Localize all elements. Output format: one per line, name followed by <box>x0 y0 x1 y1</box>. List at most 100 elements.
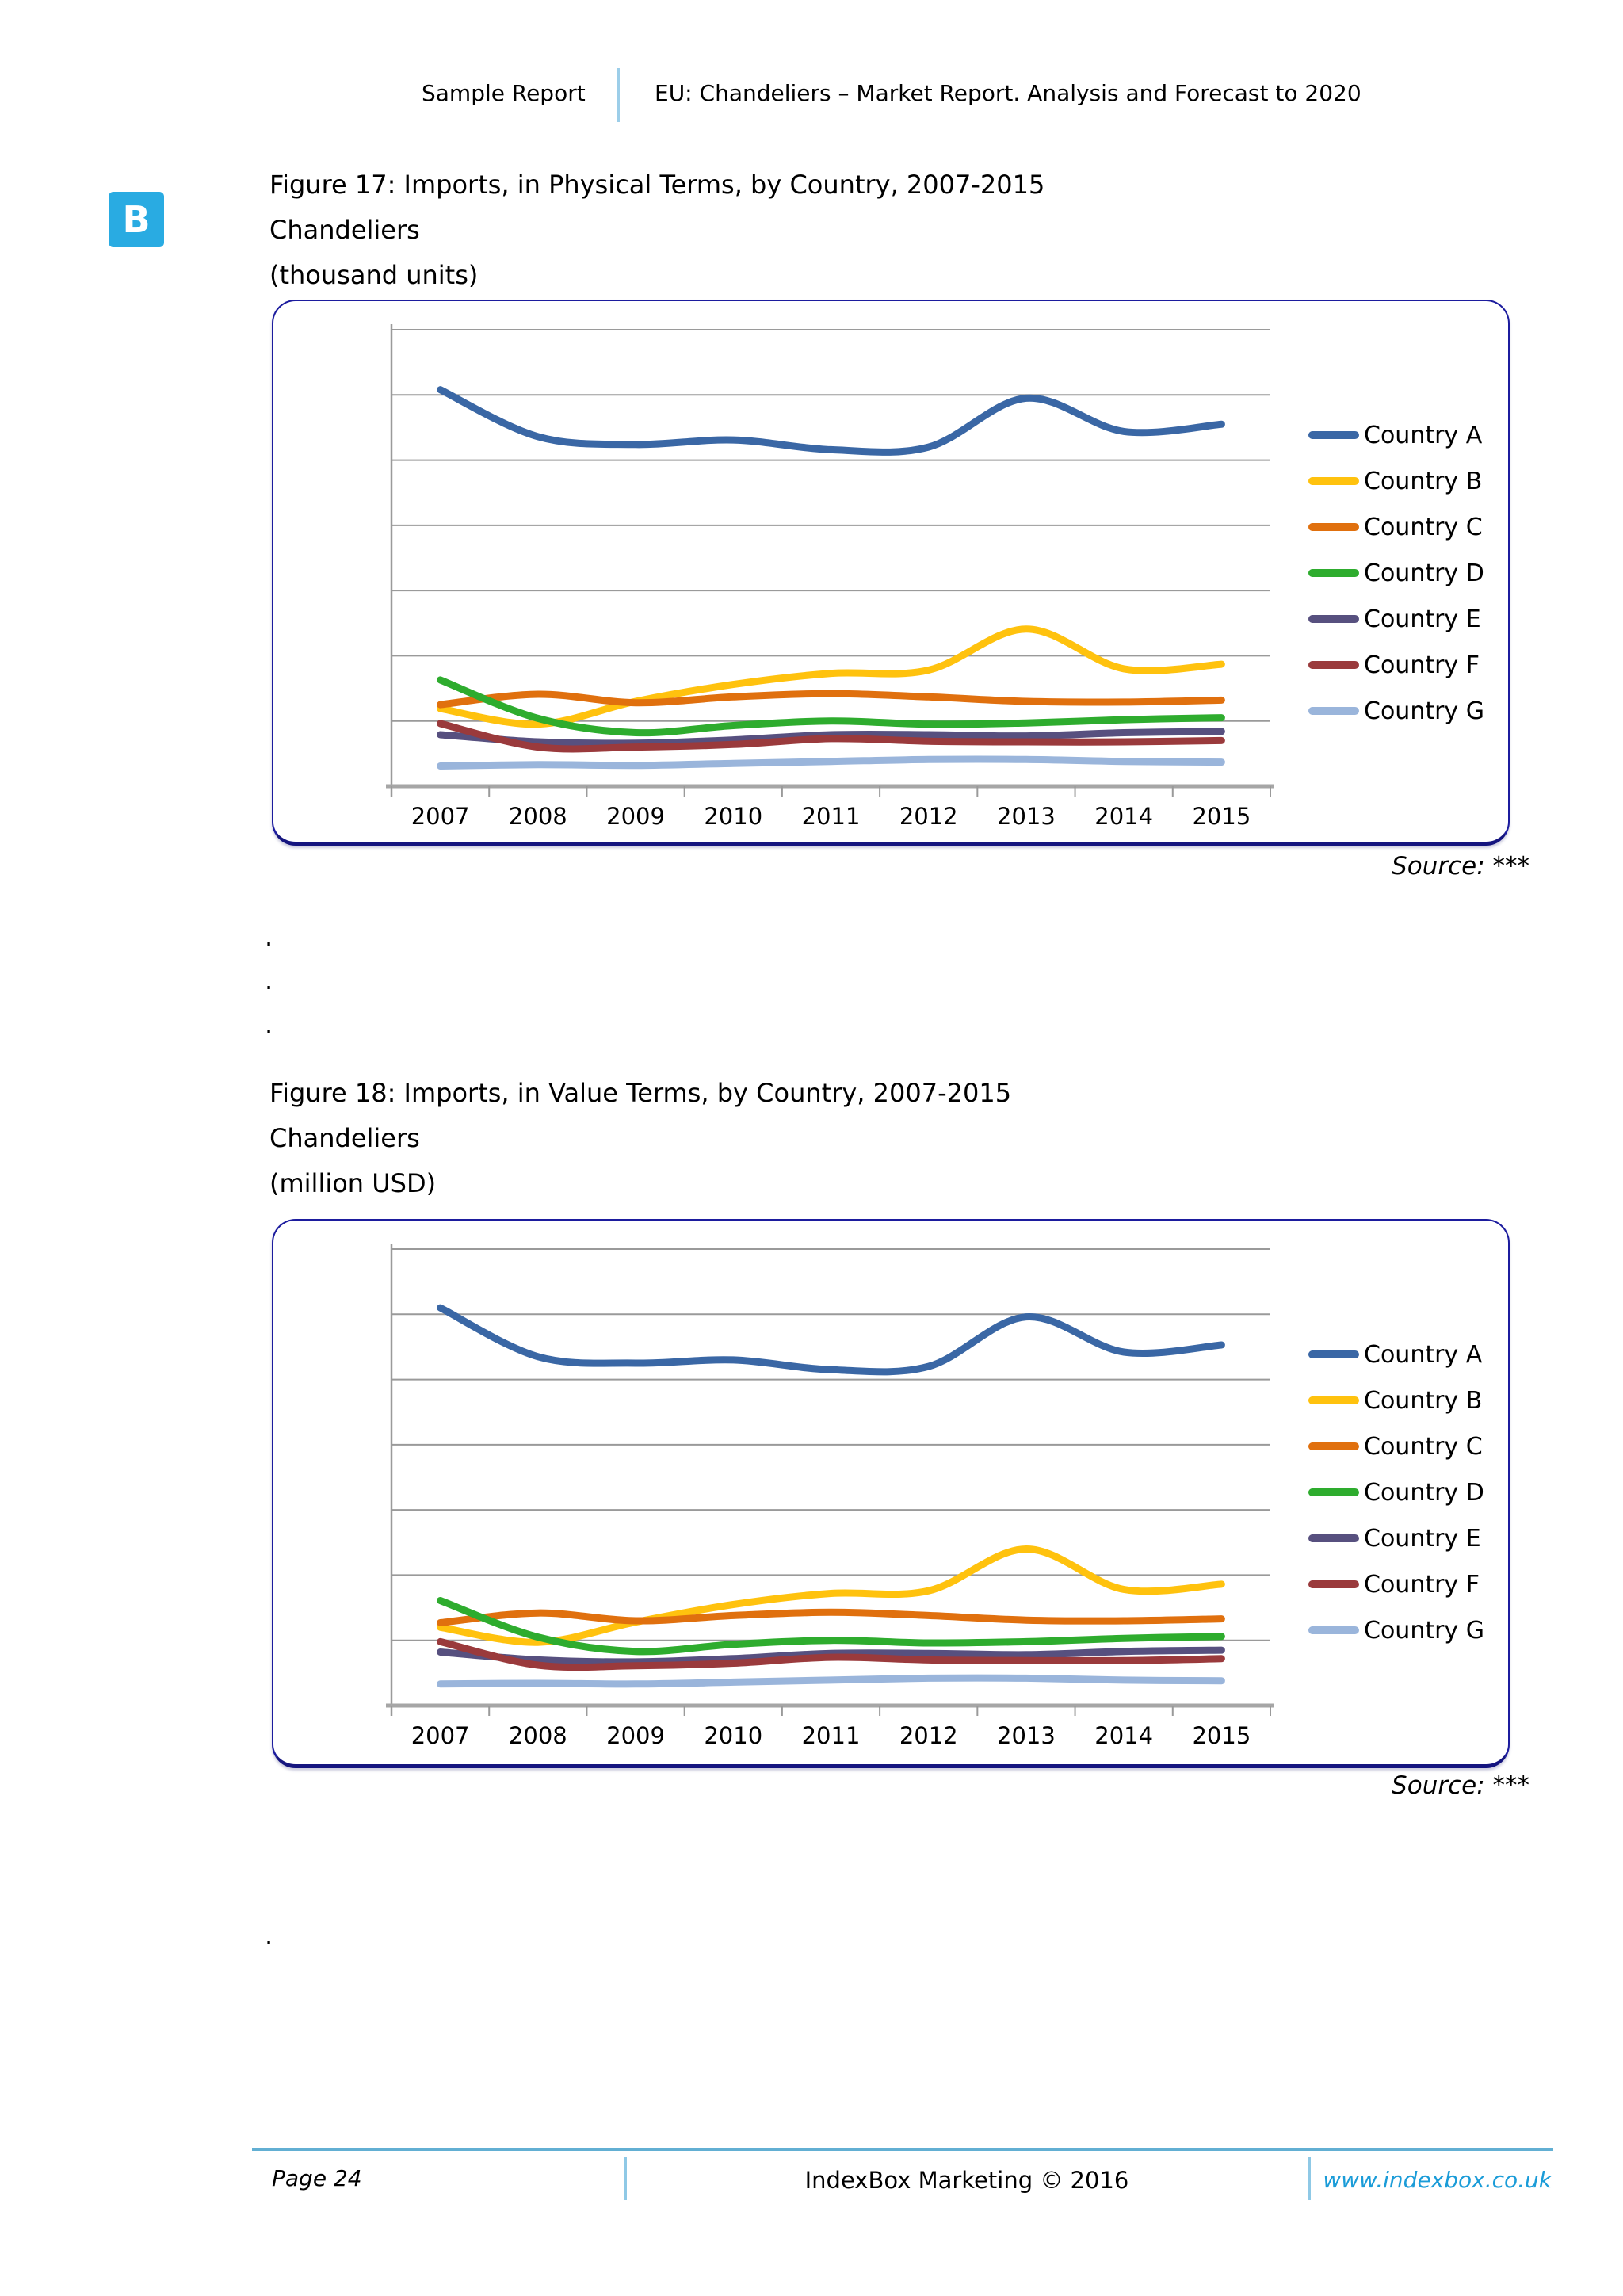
legend-item: Country E <box>1308 1515 1484 1561</box>
legend-item: Country F <box>1308 642 1484 688</box>
legend-item: Country C <box>1308 504 1484 550</box>
legend-swatch <box>1308 1626 1359 1634</box>
legend-swatch <box>1308 1534 1359 1542</box>
legend-swatch <box>1308 1580 1359 1588</box>
legend-swatch <box>1308 661 1359 669</box>
legend-swatch <box>1308 1396 1359 1404</box>
legend-item: Country G <box>1308 1607 1484 1653</box>
figure-17-legend: Country A Country B Country C Country D Coun… <box>1308 412 1484 734</box>
figure-17-product: Chandeliers <box>269 215 420 245</box>
figure-17-unit: (thousand units) <box>269 260 479 290</box>
series-line-country-g <box>437 1674 1225 1688</box>
figure-17-source: Source: *** <box>1392 852 1529 881</box>
legend-item: Country B <box>1308 1377 1484 1423</box>
figure-18-chart-box: 2007 2008 2009 2010 2011 2012 2013 2014 2015 Cou… <box>272 1219 1510 1768</box>
figure-17-title: Figure 17: Imports, in Physical Terms, b… <box>269 170 1045 200</box>
legend-swatch <box>1308 1488 1359 1496</box>
x-tick-label: 2008 <box>509 1722 567 1749</box>
placeholder-dots: . . . <box>265 915 273 1046</box>
legend-item: Country A <box>1308 1331 1484 1377</box>
legend-label: Country D <box>1364 1478 1484 1507</box>
placeholder-dot: . <box>265 922 273 952</box>
figure-18-legend: Country A Country B Country C Country D Coun… <box>1308 1331 1484 1653</box>
legend-label: Country B <box>1364 467 1483 495</box>
header-separator <box>617 68 620 122</box>
legend-label: Country D <box>1364 559 1484 587</box>
legend-item: Country C <box>1308 1423 1484 1469</box>
legend-swatch <box>1308 615 1359 623</box>
x-tick-label: 2009 <box>606 803 665 830</box>
legend-label: Country F <box>1364 651 1480 679</box>
x-tick-label: 2012 <box>899 1722 958 1749</box>
legend-label: Country G <box>1364 697 1484 725</box>
footer-separator-right <box>1308 2157 1311 2200</box>
x-tick-label: 2015 <box>1192 1722 1251 1749</box>
series-line-country-f <box>437 720 1225 753</box>
x-tick-label: 2012 <box>899 803 958 830</box>
legend-item: Country A <box>1308 412 1484 458</box>
x-tick-label: 2009 <box>606 1722 665 1749</box>
series-line-country-c <box>437 690 1225 709</box>
footer-website-link[interactable]: www.indexbox.co.uk <box>1323 2167 1552 2193</box>
legend-swatch <box>1308 523 1359 531</box>
x-tick-label: 2013 <box>997 803 1056 830</box>
figure-18-line-chart: 2007 2008 2009 2010 2011 2012 2013 2014 2015 <box>386 1244 1274 1749</box>
legend-label: Country A <box>1364 421 1483 449</box>
legend-swatch <box>1308 569 1359 577</box>
x-tick-label: 2014 <box>1094 803 1153 830</box>
footer-rule <box>252 2148 1553 2151</box>
figure-18-unit: (million USD) <box>269 1168 437 1198</box>
legend-item: Country G <box>1308 688 1484 734</box>
legend-label: Country B <box>1364 1386 1483 1415</box>
x-tick-label: 2011 <box>802 803 861 830</box>
brand-logo-letter: B <box>122 198 151 241</box>
x-tick-label: 2008 <box>509 803 567 830</box>
placeholder-dot: . <box>265 965 273 995</box>
x-tick-label: 2007 <box>411 1722 470 1749</box>
footer-copyright: IndexBox Marketing © 2016 <box>804 2167 1129 2194</box>
x-tick-label: 2013 <box>997 1722 1056 1749</box>
legend-item: Country B <box>1308 458 1484 504</box>
legend-label: Country A <box>1364 1340 1483 1369</box>
legend-item: Country D <box>1308 1469 1484 1515</box>
header-left-label: Sample Report <box>422 80 586 106</box>
x-tick-label: 2010 <box>704 803 762 830</box>
legend-label: Country F <box>1364 1570 1480 1599</box>
x-tick-label: 2015 <box>1192 803 1251 830</box>
x-tick-label: 2014 <box>1094 1722 1153 1749</box>
placeholder-dot: . <box>265 1009 273 1039</box>
x-tick-label: 2010 <box>704 1722 762 1749</box>
x-tick-label: 2011 <box>802 1722 861 1749</box>
figure-18-source: Source: *** <box>1392 1771 1529 1800</box>
legend-item: Country D <box>1308 550 1484 596</box>
legend-label: Country E <box>1364 605 1481 633</box>
placeholder-dot: . <box>265 1920 273 1950</box>
series-line-country-d <box>437 1597 1225 1656</box>
legend-swatch <box>1308 477 1359 485</box>
footer-page-number: Page 24 <box>272 2165 362 2191</box>
figure-18-heading: Figure 18: Imports, in Value Terms, by C… <box>269 1071 1011 1206</box>
figure-17-heading: Figure 17: Imports, in Physical Terms, b… <box>269 162 1044 298</box>
series-line-country-e <box>437 1646 1225 1666</box>
series-line-country-g <box>437 755 1225 770</box>
legend-label: Country E <box>1364 1524 1481 1553</box>
legend-label: Country G <box>1364 1616 1484 1645</box>
legend-swatch <box>1308 707 1359 715</box>
series-line-country-c <box>437 1608 1225 1626</box>
legend-swatch <box>1308 431 1359 439</box>
series-line-country-a <box>437 1304 1225 1376</box>
figure-18-title: Figure 18: Imports, in Value Terms, by C… <box>269 1078 1012 1108</box>
legend-label: Country C <box>1364 513 1483 541</box>
series-line-country-d <box>437 676 1225 737</box>
series-line-country-b <box>437 625 1225 728</box>
series-line-country-b <box>437 1545 1225 1646</box>
legend-item: Country F <box>1308 1561 1484 1607</box>
series-line-country-f <box>437 1637 1225 1671</box>
x-tick-label: 2007 <box>411 803 470 830</box>
figure-18-product: Chandeliers <box>269 1123 420 1153</box>
series-line-country-e <box>437 728 1225 747</box>
legend-swatch <box>1308 1442 1359 1450</box>
brand-logo: B <box>109 192 164 247</box>
figure-17-line-chart: 2007 2008 2009 2010 2011 2012 2013 2014 2015 <box>386 324 1274 830</box>
